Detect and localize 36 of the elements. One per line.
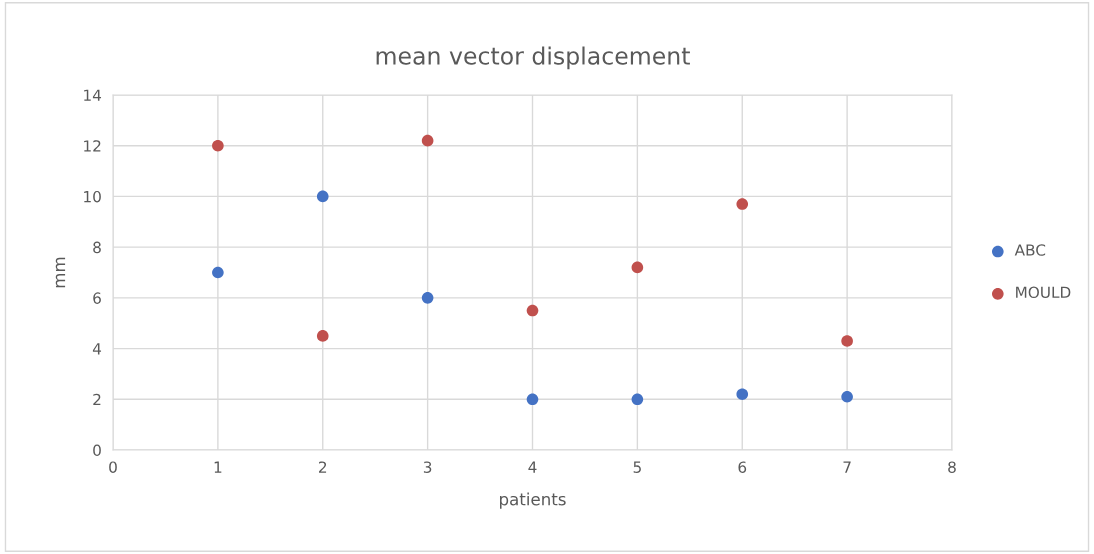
point — [736, 198, 749, 210]
point — [631, 261, 644, 274]
x-tick-label: 3 — [423, 461, 432, 473]
x-tick-label: 4 — [528, 461, 537, 473]
point — [316, 190, 329, 203]
point — [212, 139, 224, 152]
legend-label: MOULD — [1016, 286, 1071, 299]
y-tick-label: 6 — [93, 292, 101, 304]
point — [421, 292, 434, 304]
point — [212, 266, 224, 279]
y-tick-label: 10 — [84, 190, 101, 203]
y-tick-label: 8 — [93, 241, 101, 254]
x-tick-label: 5 — [633, 461, 641, 473]
point — [841, 335, 853, 347]
chart-title: mean vector displacement — [376, 46, 690, 70]
y-tick-label: 0 — [93, 444, 101, 457]
point — [526, 393, 539, 406]
x-axis-title: patients — [500, 492, 566, 509]
point — [421, 134, 434, 147]
legend-label: ABC — [1014, 244, 1046, 256]
point — [631, 393, 644, 406]
x-tick-label: 2 — [319, 461, 327, 473]
point — [316, 330, 329, 342]
y-tick-label: 4 — [92, 343, 102, 355]
y-tick-label: 2 — [93, 393, 101, 406]
y-axis-title: mm — [55, 257, 66, 288]
x-tick-label: 0 — [109, 461, 117, 473]
point — [841, 390, 853, 403]
x-tick-label: 8 — [948, 461, 956, 473]
point — [526, 304, 539, 317]
point — [736, 388, 749, 401]
y-tick-label: 14 — [84, 89, 102, 101]
x-tick-label: 7 — [843, 461, 851, 473]
x-tick-label: 6 — [738, 461, 747, 473]
y-tick-label: 12 — [84, 140, 101, 152]
x-tick-label: 1 — [214, 461, 222, 473]
